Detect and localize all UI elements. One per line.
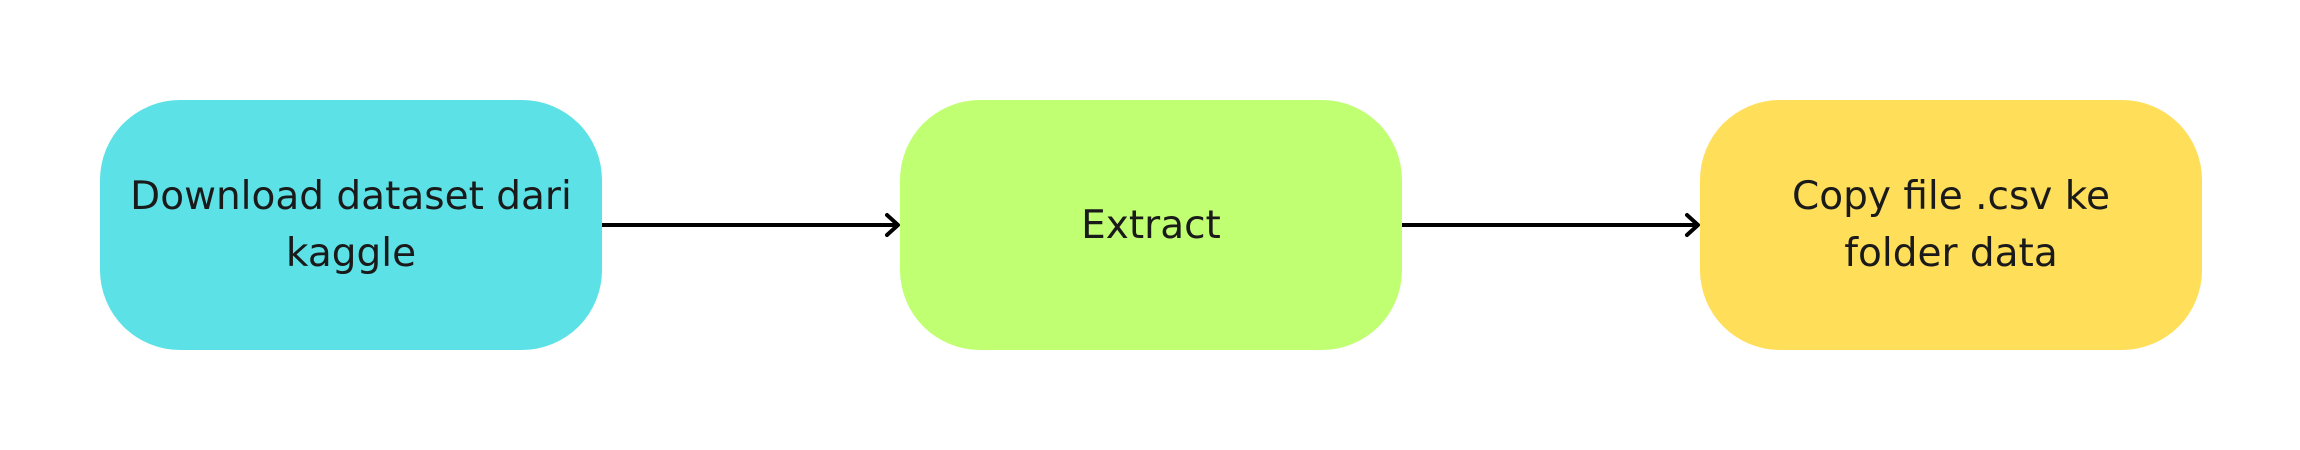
node-label: Copy file .csv ke folder data: [1792, 174, 2110, 276]
node-extract: Extract: [900, 100, 1402, 350]
node-label: Extract: [1081, 202, 1221, 248]
arrow-head-icon: [885, 213, 900, 237]
node-download-dataset: Download dataset dari kaggle: [100, 100, 602, 350]
node-label: Download dataset dari kaggle: [130, 174, 572, 276]
arrow-head-icon: [1685, 213, 1700, 237]
arrow-download-to-extract: [602, 213, 900, 237]
arrow-extract-to-copy: [1402, 213, 1700, 237]
node-copy-csv: Copy file .csv ke folder data: [1700, 100, 2202, 350]
